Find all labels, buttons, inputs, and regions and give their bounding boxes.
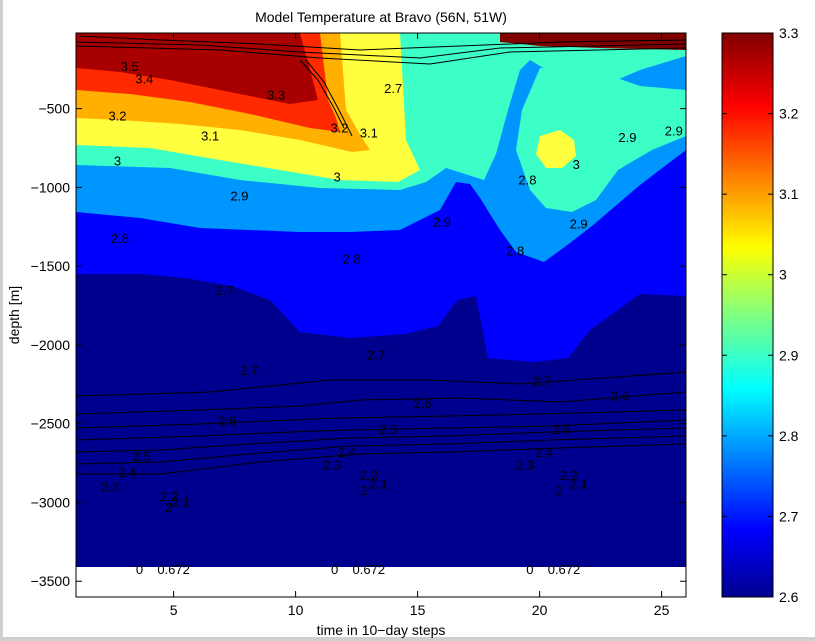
colorbar-tick-label: 3 (779, 267, 787, 283)
contour-label: 3.1 (201, 128, 219, 143)
contour-label: 2.9 (433, 214, 451, 229)
contour-label: 3.5 (121, 59, 139, 74)
y-tick-label: −2500 (31, 416, 71, 432)
y-tick-label: −3000 (31, 494, 71, 510)
region-3.0-patch (536, 130, 576, 168)
bottom-annotation: 0.672 (353, 562, 386, 577)
contour-label: 2.5 (133, 449, 151, 464)
contour-label: 2.2 (160, 489, 178, 504)
contour-label: 2.6 (218, 414, 236, 429)
colorbar-tick-label: 2.7 (779, 508, 799, 524)
colorbar-tick-label: 2.6 (779, 589, 799, 605)
colorbar-tick-label: 2.8 (779, 428, 799, 444)
surface-contour-cluster (76, 35, 686, 137)
contour-label: 2.7 (367, 347, 385, 362)
contour-label: 2.1 (172, 495, 190, 510)
contour-label: 2.6 (611, 388, 629, 403)
contour-label: 3 (333, 169, 340, 184)
contour-label: 2.7 (216, 283, 234, 298)
window-frame-bottom (0, 637, 815, 641)
bottom-annotation: 0.672 (548, 562, 581, 577)
contour-label: 2.4 (535, 445, 553, 460)
contour-label: 3.1 (360, 125, 378, 140)
plot-axes-box (75, 32, 687, 598)
x-axis-label: time in 10−day steps (317, 622, 446, 638)
bottom-annotation: 0 (331, 562, 338, 577)
contour-label: 3.4 (135, 72, 153, 87)
contour-label: 2.4 (338, 445, 356, 460)
contour-label: 3 (114, 154, 121, 169)
contour-label: 2.3 (516, 458, 534, 473)
contour-label: 3.2 (108, 109, 126, 124)
y-tick-label: −1500 (31, 258, 71, 274)
contour-label: 2.2 (360, 468, 378, 483)
contour-label: 2.4 (118, 465, 136, 480)
colorbar-tick-label: 3.2 (779, 106, 799, 122)
contour-label: 2.3 (101, 480, 119, 495)
colorbar-axis: 2.6 2.7 2.8 2.9 3 3.1 3.2 3.3 (722, 25, 799, 605)
contour-label: 2 (556, 483, 563, 498)
colorbar-tick-label: 3.3 (779, 25, 799, 41)
y-tick-label: −1000 (31, 179, 71, 195)
contour-label: 2.8 (111, 231, 129, 246)
below-data-region (76, 567, 686, 597)
x-tick-label: 25 (654, 602, 670, 618)
contour-label: 2.9 (618, 130, 636, 145)
colorbar-tick-label: 3.1 (779, 186, 799, 202)
bottom-annotation: 0 (526, 562, 533, 577)
contour-label: 2.8 (518, 173, 536, 188)
region-3.3 (76, 33, 318, 104)
y-axis-label: depth [m] (6, 286, 22, 344)
contour-label: 2 (165, 500, 172, 515)
bottom-annotation: 0 (136, 562, 143, 577)
contour-label: 2.5 (553, 422, 571, 437)
y-tick-label: −2000 (31, 337, 71, 353)
contour-label: 2.1 (370, 477, 388, 492)
y-axis: −500 −1000 −1500 −2000 −2500 −3000 −3500 (31, 101, 686, 589)
contour-label: 3 (573, 157, 580, 172)
contour-label: 2 (360, 483, 367, 498)
deep-contours (76, 371, 686, 475)
contour-label: 2.2 (560, 468, 578, 483)
contour-label: 3.3 (267, 87, 285, 102)
contour-labels: 3.53.4 3.3 3.2 3.2 3.1 3.1 3 3 3 2.9 2.9 2.9 2.9 2.9 2… (101, 59, 683, 515)
colorbar (721, 32, 774, 598)
contour-label: 2.7 (240, 363, 258, 378)
bottom-annotations: 0 0.672 0 0.672 0 0.672 (136, 562, 580, 577)
plot-area (76, 33, 686, 597)
contour-label: 2.3 (323, 458, 341, 473)
x-tick-label: 5 (170, 602, 178, 618)
bottom-annotation: 0.672 (157, 562, 190, 577)
x-tick-label: 15 (410, 602, 426, 618)
y-tick-label: −3500 (31, 573, 71, 589)
x-axis: 5 10 15 20 25 (170, 33, 670, 618)
contour-label: 2.9 (230, 188, 248, 203)
x-tick-label: 20 (532, 602, 548, 618)
y-tick-label: −500 (38, 101, 70, 117)
contour-label: 2.9 (665, 124, 683, 139)
contour-label: 2.8 (343, 251, 361, 266)
contour-label: 2.6 (413, 396, 431, 411)
contour-label: 3.2 (330, 121, 348, 136)
contour-label: 2.1 (570, 477, 588, 492)
contour-label: 2.9 (570, 217, 588, 232)
contour-label: 2.7 (384, 81, 402, 96)
colorbar-tick-label: 2.9 (779, 347, 799, 363)
contour-label: 2.5 (379, 422, 397, 437)
contour-label: 2.8 (506, 243, 524, 258)
region-2.9-patch (516, 68, 686, 212)
window-frame-left (0, 0, 3, 641)
chart-title: Model Temperature at Bravo (56N, 51W) (255, 9, 507, 25)
x-tick-label: 10 (288, 602, 304, 618)
contour-label: 2.7 (533, 373, 551, 388)
